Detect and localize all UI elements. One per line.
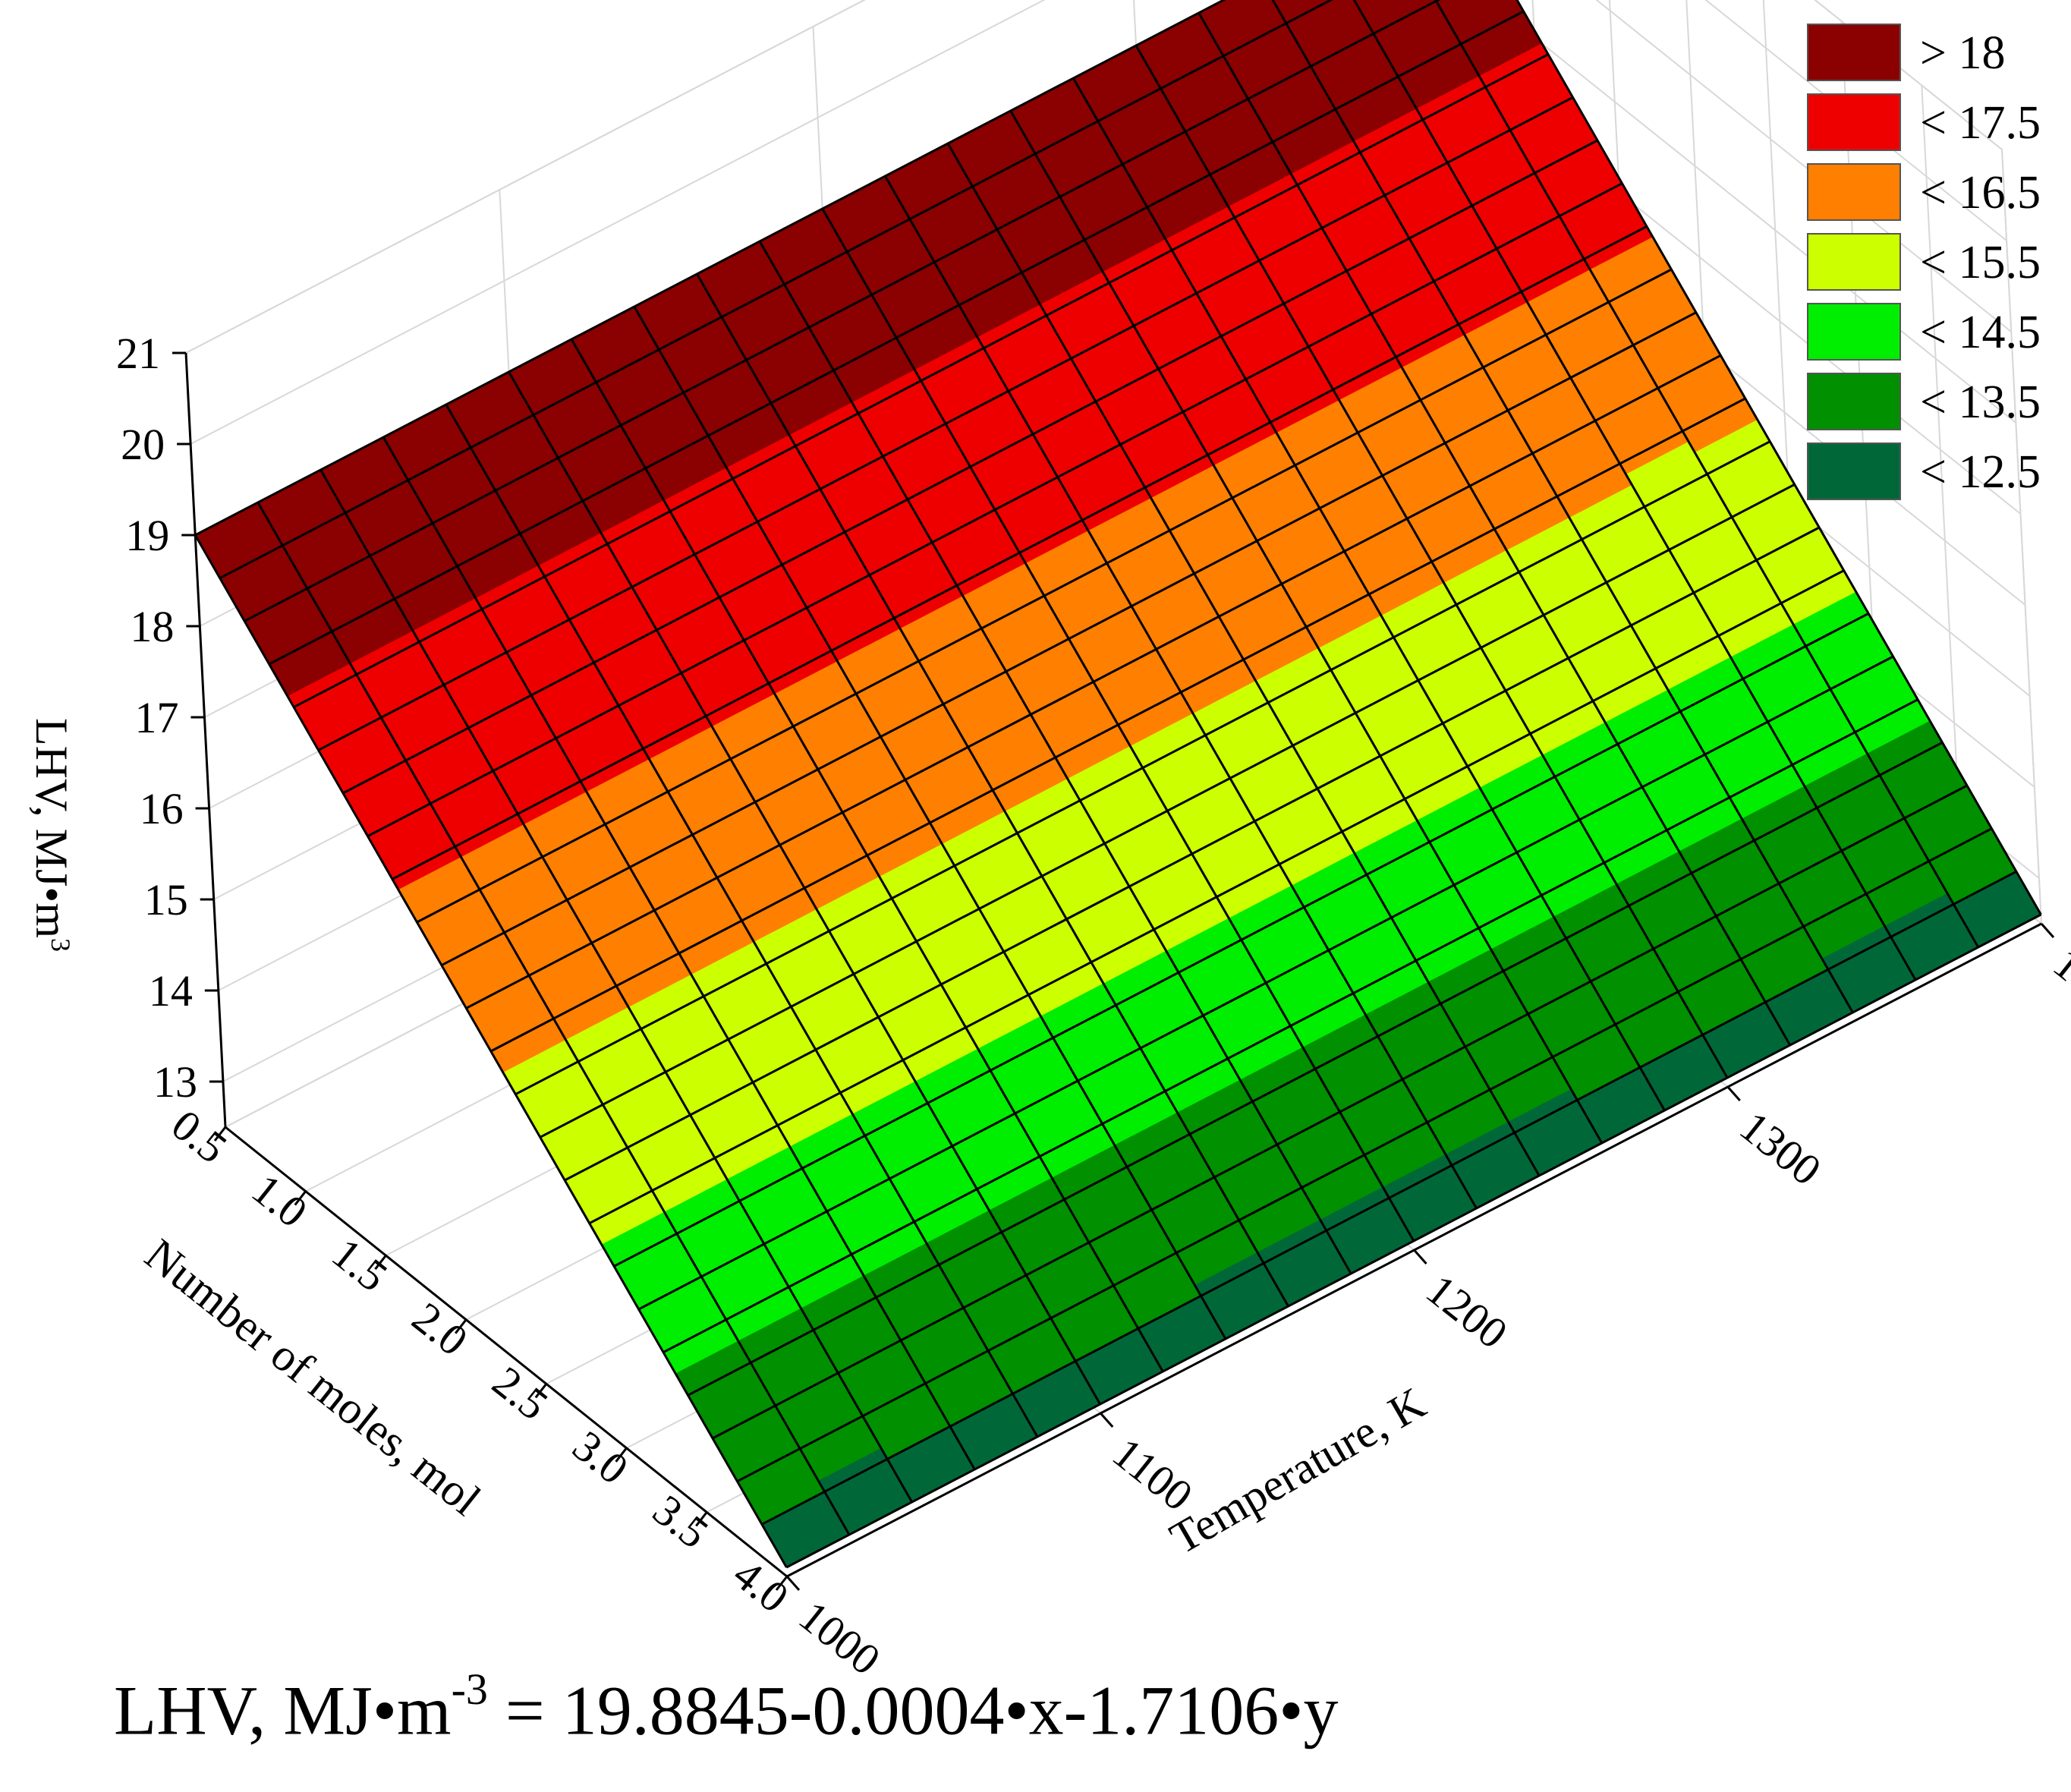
legend-label: < 14.5 [1920, 307, 2041, 358]
surface-mesh-line [696, 273, 1289, 1307]
x-tick [785, 1576, 801, 1591]
x-tick [1413, 1249, 1427, 1264]
y-axis-line [225, 1126, 788, 1578]
z-axis-line [184, 352, 227, 1128]
y-tick [213, 1126, 227, 1142]
surface-mesh-line [758, 241, 1352, 1274]
z-tick-label: 19 [125, 511, 169, 560]
surface-mesh-line [1434, 0, 1980, 948]
surface-mesh-line [884, 175, 1478, 1209]
y-tick-label: 2.0 [403, 1293, 477, 1365]
surface-mesh-line [570, 339, 1164, 1372]
surface-mesh-line [1198, 12, 1792, 1046]
z-tick-label: 14 [149, 966, 193, 1016]
x-tick [2040, 923, 2055, 938]
legend-label: < 15.5 [1920, 237, 2041, 288]
surface [194, 0, 2042, 1569]
legend-label: < 12.5 [1920, 446, 2041, 498]
legend-swatch [1807, 93, 1901, 151]
grid-line [190, 0, 2007, 445]
surface-mesh-line [1072, 77, 1666, 1111]
z-tick-label: 15 [144, 875, 188, 924]
x-tick [1726, 1086, 1741, 1101]
surface-mesh-line [633, 306, 1227, 1340]
x-tick-label: 1400 [2044, 938, 2071, 1031]
z-axis-title: LHV, MJ•m3 [27, 718, 77, 952]
surface-mesh-line [1271, 0, 1854, 1013]
legend-label: < 17.5 [1920, 97, 2041, 149]
y-tick-label: 1.0 [243, 1164, 316, 1237]
z-tick-label: 13 [153, 1057, 197, 1107]
y-tick-label: 2.5 [483, 1356, 557, 1429]
legend-label: > 18 [1920, 27, 2005, 79]
surface-mesh-line [194, 534, 788, 1568]
surface-mesh-line [382, 436, 976, 1470]
surface-mesh-line [1009, 110, 1604, 1144]
surface-mesh-line [445, 404, 1039, 1438]
y-tick [374, 1255, 387, 1271]
legend-swatch [1807, 233, 1901, 291]
x-tick-label: 1300 [1731, 1101, 1830, 1195]
surface-mesh-line [821, 208, 1415, 1242]
y-tick [775, 1576, 788, 1591]
z-tick-label: 16 [140, 784, 184, 833]
x-axis-title: Temperature, K [1162, 1378, 1434, 1564]
y-axis-title: Number of moles, mol [136, 1229, 489, 1525]
legend-label: < 16.5 [1920, 167, 2041, 219]
y-tick [534, 1383, 548, 1399]
y-tick [695, 1511, 708, 1527]
surface-mesh-line [946, 143, 1541, 1176]
legend: > 18 < 17.5 < 16.5 < 15.5 < 14.5 < 13.5 < 12.5 [1807, 24, 2041, 500]
surface-mesh-line [257, 502, 851, 1535]
x-tick-label: 1200 [1417, 1264, 1516, 1358]
y-tick [615, 1447, 628, 1463]
legend-swatch [1807, 163, 1901, 221]
y-tick [454, 1318, 467, 1334]
legend-swatch [1807, 373, 1901, 430]
y-tick-label: 1.5 [323, 1228, 397, 1301]
legend-swatch [1807, 303, 1901, 361]
legend-label: < 13.5 [1920, 376, 2041, 428]
surface-mesh-line [1352, 0, 1917, 981]
surface-mesh-line [508, 371, 1101, 1405]
surface-mesh-line [1135, 45, 1729, 1079]
regression-equation: LHV, MJ•m-3 = 19.8845-0.0004•x-1.7106•y [114, 1664, 1339, 1749]
z-tick-label: 21 [116, 329, 160, 378]
surface-mesh-line [1515, 0, 2042, 915]
legend-swatch [1807, 24, 1901, 81]
surface-mesh-line [319, 469, 913, 1503]
x-tick [1100, 1412, 1114, 1428]
z-tick-label: 18 [130, 602, 174, 651]
grid-line [185, 0, 2003, 354]
legend-swatch [1807, 442, 1901, 500]
y-tick-label: 3.0 [564, 1421, 637, 1494]
z-tick-label: 20 [121, 420, 165, 469]
y-tick [294, 1190, 307, 1206]
z-tick-label: 17 [134, 693, 178, 742]
y-tick-label: 3.5 [644, 1485, 717, 1558]
